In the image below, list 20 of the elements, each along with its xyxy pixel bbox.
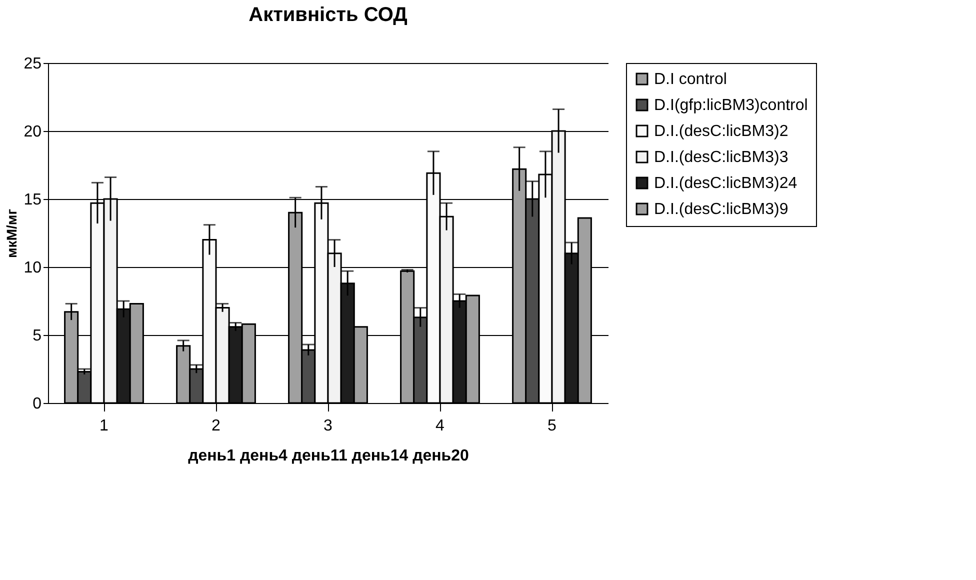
x-tick-label: 3 (324, 418, 333, 434)
x-tick-label: 4 (436, 418, 445, 434)
y-tick-label: 5 (32, 328, 42, 344)
y-tick-label: 10 (24, 260, 42, 276)
legend-label: D.I(gfp:licBM3)control (654, 97, 808, 114)
legend-label: D.I.(desC:licBM3)2 (654, 123, 788, 140)
legend-label: D.I.(desC:licBM3)24 (654, 175, 798, 192)
legend-label: D.I control (654, 71, 727, 88)
y-tick-label: 15 (24, 192, 42, 208)
legend-label: D.I.(desC:licBM3)9 (654, 201, 788, 218)
y-tick-label: 0 (32, 396, 42, 412)
y-axis-title: мкМ/мг (4, 208, 20, 258)
y-tick-label: 20 (24, 124, 42, 140)
x-tick-label: 5 (548, 418, 557, 434)
x-tick-label: 1 (100, 418, 109, 434)
x-tick-label: 2 (212, 418, 221, 434)
x-axis-title: день1 день4 день11 день14 день20 (188, 448, 470, 464)
legend-label: D.I.(desC:licBM3)3 (654, 149, 788, 166)
chart-title: Активність СОД (248, 4, 408, 26)
y-tick-label: 25 (24, 56, 42, 72)
